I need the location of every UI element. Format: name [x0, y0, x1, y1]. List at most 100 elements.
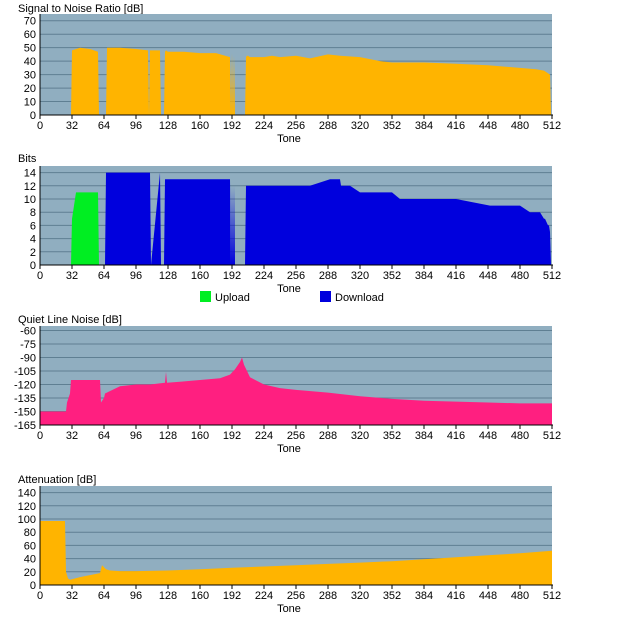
- series-area-download: [103, 172, 552, 265]
- y-tick-label: 40: [24, 554, 36, 566]
- y-tick-label: 70: [24, 16, 36, 28]
- x-tick-label: 128: [159, 270, 177, 282]
- x-tick-label: 256: [287, 430, 305, 442]
- x-axis-label: Tone: [277, 133, 301, 145]
- x-tick-label: 192: [223, 430, 241, 442]
- x-tick-label: 256: [287, 270, 305, 282]
- x-tick-label: 160: [191, 590, 209, 602]
- x-tick-label: 224: [255, 120, 273, 132]
- y-tick-label: 0: [30, 110, 36, 122]
- x-tick-label: 96: [130, 270, 142, 282]
- y-tick-label: 50: [24, 43, 36, 55]
- x-tick-label: 32: [66, 120, 78, 132]
- y-tick-label: -150: [14, 407, 36, 419]
- x-tick-label: 480: [511, 120, 529, 132]
- x-tick-label: 320: [351, 590, 369, 602]
- y-tick-label: 140: [18, 488, 36, 500]
- x-tick-label: 384: [415, 590, 433, 602]
- x-tick-label: 64: [98, 590, 110, 602]
- x-tick-label: 416: [447, 430, 465, 442]
- x-tick-label: 320: [351, 270, 369, 282]
- legend-swatch-upload: [200, 291, 211, 302]
- chart-3: Quiet Line Noise [dB]-60-75-90-105-120-1…: [14, 314, 561, 455]
- y-tick-label: 20: [24, 83, 36, 95]
- x-tick-label: 512: [543, 120, 561, 132]
- x-tick-label: 224: [255, 270, 273, 282]
- y-tick-label: 20: [24, 567, 36, 579]
- x-tick-label: 160: [191, 430, 209, 442]
- x-tick-label: 128: [159, 430, 177, 442]
- x-tick-label: 64: [98, 120, 110, 132]
- series-area: [40, 47, 552, 116]
- chart-title: Bits: [18, 153, 37, 165]
- y-tick-label: 80: [24, 527, 36, 539]
- y-tick-label: 40: [24, 56, 36, 68]
- x-tick-label: 512: [543, 590, 561, 602]
- x-tick-label: 384: [415, 270, 433, 282]
- x-tick-label: 128: [159, 120, 177, 132]
- series-area-upload: [40, 192, 100, 265]
- x-tick-label: 160: [191, 120, 209, 132]
- x-tick-label: 0: [37, 430, 43, 442]
- x-tick-label: 448: [479, 270, 497, 282]
- x-tick-label: 480: [511, 270, 529, 282]
- legend: Upload Download: [200, 291, 384, 304]
- y-tick-label: -165: [14, 420, 36, 432]
- x-tick-label: 192: [223, 120, 241, 132]
- x-tick-label: 320: [351, 430, 369, 442]
- x-tick-label: 224: [255, 430, 273, 442]
- series-area: [40, 521, 552, 585]
- x-axis-label: Tone: [277, 283, 301, 295]
- x-tick-label: 160: [191, 270, 209, 282]
- x-tick-label: 480: [511, 590, 529, 602]
- x-tick-label: 96: [130, 590, 142, 602]
- y-tick-label: 120: [18, 501, 36, 513]
- x-tick-label: 352: [383, 590, 401, 602]
- x-tick-label: 416: [447, 120, 465, 132]
- x-tick-label: 448: [479, 590, 497, 602]
- x-tick-label: 480: [511, 430, 529, 442]
- y-tick-label: 0: [30, 580, 36, 592]
- y-tick-label: 100: [18, 514, 36, 526]
- x-tick-label: 320: [351, 120, 369, 132]
- y-tick-label: 6: [30, 220, 36, 232]
- x-tick-label: 0: [37, 590, 43, 602]
- y-tick-label: -75: [20, 339, 36, 351]
- x-tick-label: 384: [415, 120, 433, 132]
- x-tick-label: 512: [543, 270, 561, 282]
- x-axis-label: Tone: [277, 603, 301, 615]
- y-tick-label: 0: [30, 260, 36, 272]
- legend-swatch-download: [320, 291, 331, 302]
- x-tick-label: 288: [319, 270, 337, 282]
- x-tick-label: 352: [383, 430, 401, 442]
- y-tick-label: -135: [14, 393, 36, 405]
- x-tick-label: 256: [287, 590, 305, 602]
- legend-label-upload: Upload: [215, 292, 250, 304]
- chart-title: Quiet Line Noise [dB]: [18, 314, 122, 326]
- y-tick-label: 2: [30, 247, 36, 259]
- x-tick-label: 224: [255, 590, 273, 602]
- x-tick-label: 416: [447, 590, 465, 602]
- chart-title: Signal to Noise Ratio [dB]: [18, 3, 143, 15]
- y-tick-label: 10: [24, 194, 36, 206]
- chart-title: Attenuation [dB]: [18, 474, 96, 486]
- x-tick-label: 64: [98, 270, 110, 282]
- x-tick-label: 384: [415, 430, 433, 442]
- y-tick-label: 14: [24, 168, 36, 180]
- x-tick-label: 512: [543, 430, 561, 442]
- y-tick-label: 60: [24, 540, 36, 552]
- x-tick-label: 0: [37, 270, 43, 282]
- y-tick-label: -120: [14, 380, 36, 392]
- y-tick-label: 12: [24, 181, 36, 193]
- x-tick-label: 256: [287, 120, 305, 132]
- x-tick-label: 448: [479, 430, 497, 442]
- y-tick-label: 8: [30, 207, 36, 219]
- y-tick-label: 4: [30, 234, 36, 246]
- x-tick-label: 32: [66, 590, 78, 602]
- x-tick-label: 32: [66, 430, 78, 442]
- y-tick-label: 30: [24, 70, 36, 82]
